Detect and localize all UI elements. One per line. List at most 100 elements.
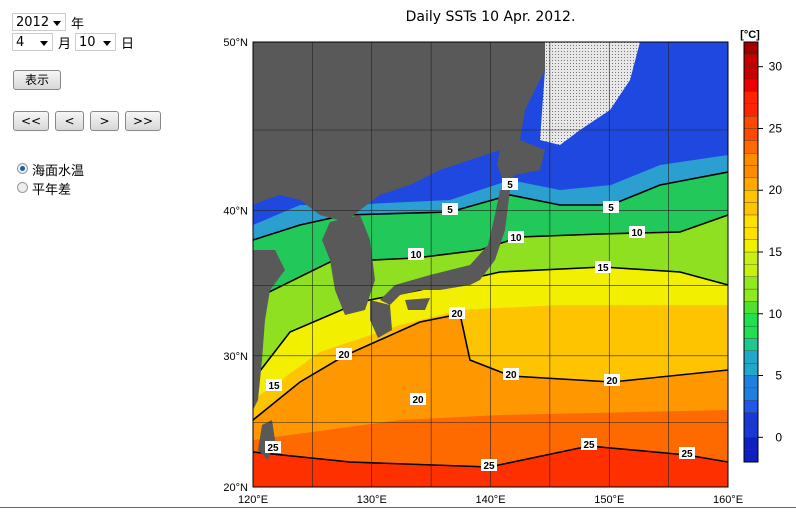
- last-button[interactable]: >>: [125, 111, 161, 131]
- russia-china-land: [253, 42, 545, 222]
- colorbar-segment: [743, 214, 759, 228]
- colorbar-tick-label: 0: [775, 430, 782, 444]
- colorbar-segment: [743, 350, 759, 364]
- lon-label: 160°E: [713, 494, 743, 506]
- divider: [0, 507, 796, 508]
- shikoku-land: [405, 298, 430, 310]
- month-select[interactable]: 4: [12, 33, 53, 51]
- contour-label: 20: [505, 370, 517, 381]
- colorbar-segment: [743, 288, 759, 302]
- colorbar-segment: [743, 78, 759, 92]
- contour-label: 25: [681, 449, 693, 460]
- month-label: 月: [58, 37, 72, 52]
- contour-label-bg: [265, 441, 281, 453]
- colorbar-tick-label: 10: [769, 307, 783, 321]
- colorbar-tick-label: 20: [769, 183, 783, 197]
- colorbar-segment: [743, 264, 759, 277]
- contour-label: 10: [510, 233, 522, 244]
- radio-anomaly[interactable]: [17, 182, 28, 193]
- colorbar-segment: [743, 387, 759, 401]
- colorbar-segment: [743, 41, 759, 55]
- contour-label-bg: [410, 393, 426, 405]
- colorbar-tick-label: 25: [769, 121, 783, 135]
- day-select[interactable]: 10: [75, 33, 116, 51]
- lon-label: 130°E: [357, 494, 387, 506]
- radio-sst[interactable]: [17, 163, 28, 174]
- lon-label: 150°E: [594, 494, 624, 506]
- contour-label: 20: [412, 395, 424, 406]
- colorbar-segment: [743, 412, 759, 426]
- contour-label: 10: [410, 250, 422, 261]
- colorbar-segment: [743, 140, 759, 154]
- colorbar-segment: [743, 363, 759, 376]
- first-button[interactable]: <<: [13, 111, 49, 131]
- contour-label-bg: [604, 374, 620, 386]
- colorbar-segment: [743, 91, 759, 104]
- contour-label-bg: [481, 459, 497, 471]
- contour-label-bg: [266, 379, 282, 391]
- kyushu-land: [370, 300, 392, 338]
- chevron-down-icon: [103, 41, 111, 46]
- prev-button[interactable]: <: [55, 111, 84, 131]
- show-button[interactable]: 表示: [13, 70, 61, 90]
- contour-label: 5: [447, 205, 453, 216]
- colorbar-segment: [743, 177, 759, 191]
- colorbar-segment: [743, 66, 759, 80]
- year-label: 年: [71, 17, 85, 32]
- contour-label: 20: [338, 350, 350, 361]
- contour-label-bg: [502, 178, 518, 190]
- contour-label-bg: [449, 307, 465, 319]
- contour-label: 15: [597, 263, 609, 274]
- colorbar-segment: [743, 103, 759, 117]
- colorbar-unit: [°C]: [740, 29, 760, 41]
- colorbar-segment: [743, 338, 759, 351]
- lat-label: 20°N: [223, 482, 248, 494]
- colorbar-segment: [743, 165, 759, 179]
- chevron-down-icon: [53, 21, 61, 26]
- map-frame: [252, 41, 729, 488]
- colorbar-tick-label: 5: [775, 369, 782, 383]
- colorbar-segment: [743, 325, 759, 339]
- honshu-land: [380, 190, 510, 305]
- colorbar-tick-label: 30: [769, 60, 783, 74]
- contour-label-bg: [503, 368, 519, 380]
- contour-label-bg: [629, 226, 645, 238]
- colorbar-segment: [743, 437, 759, 450]
- contour-label: 10: [631, 228, 643, 239]
- contour-label: 20: [451, 309, 463, 320]
- year-select[interactable]: 2012: [12, 13, 66, 31]
- lon-label: 140°E: [475, 494, 505, 506]
- contour-label: 5: [507, 180, 513, 191]
- korea-land: [322, 215, 375, 315]
- day-label: 日: [121, 37, 135, 52]
- colorbar-segment: [743, 251, 759, 265]
- contour-label-bg: [442, 203, 458, 215]
- radio-anomaly-label: 平年差: [32, 183, 72, 198]
- colorbar-segment: [743, 400, 759, 413]
- next-button[interactable]: >: [90, 111, 119, 131]
- contour-label-bg: [336, 348, 352, 360]
- radio-sst-label: 海面水温: [32, 164, 85, 179]
- colorbar-segment: [743, 54, 759, 67]
- colorbar-segment: [743, 115, 759, 129]
- contour-label: 20: [606, 376, 618, 387]
- colorbar-segment: [743, 202, 759, 216]
- contour-label: 5: [608, 203, 614, 214]
- colorbar-segment: [743, 449, 759, 463]
- colorbar-segment: [743, 276, 759, 290]
- year-value: 2012: [16, 15, 50, 30]
- contour-label: 25: [267, 443, 279, 454]
- contour-label: 25: [583, 440, 595, 451]
- contour-label-bg: [679, 447, 695, 459]
- day-value: 10: [79, 35, 96, 50]
- colorbar-segment: [743, 227, 759, 240]
- colorbar-tick-label: 15: [769, 245, 783, 259]
- colorbar-segment: [743, 375, 759, 389]
- contour-label: 15: [268, 381, 280, 392]
- lat-label: 30°N: [223, 351, 248, 363]
- lat-label: 50°N: [223, 37, 248, 49]
- contour-label-bg: [508, 231, 524, 243]
- lat-label: 40°N: [223, 206, 248, 218]
- lon-label: 120°E: [238, 494, 268, 506]
